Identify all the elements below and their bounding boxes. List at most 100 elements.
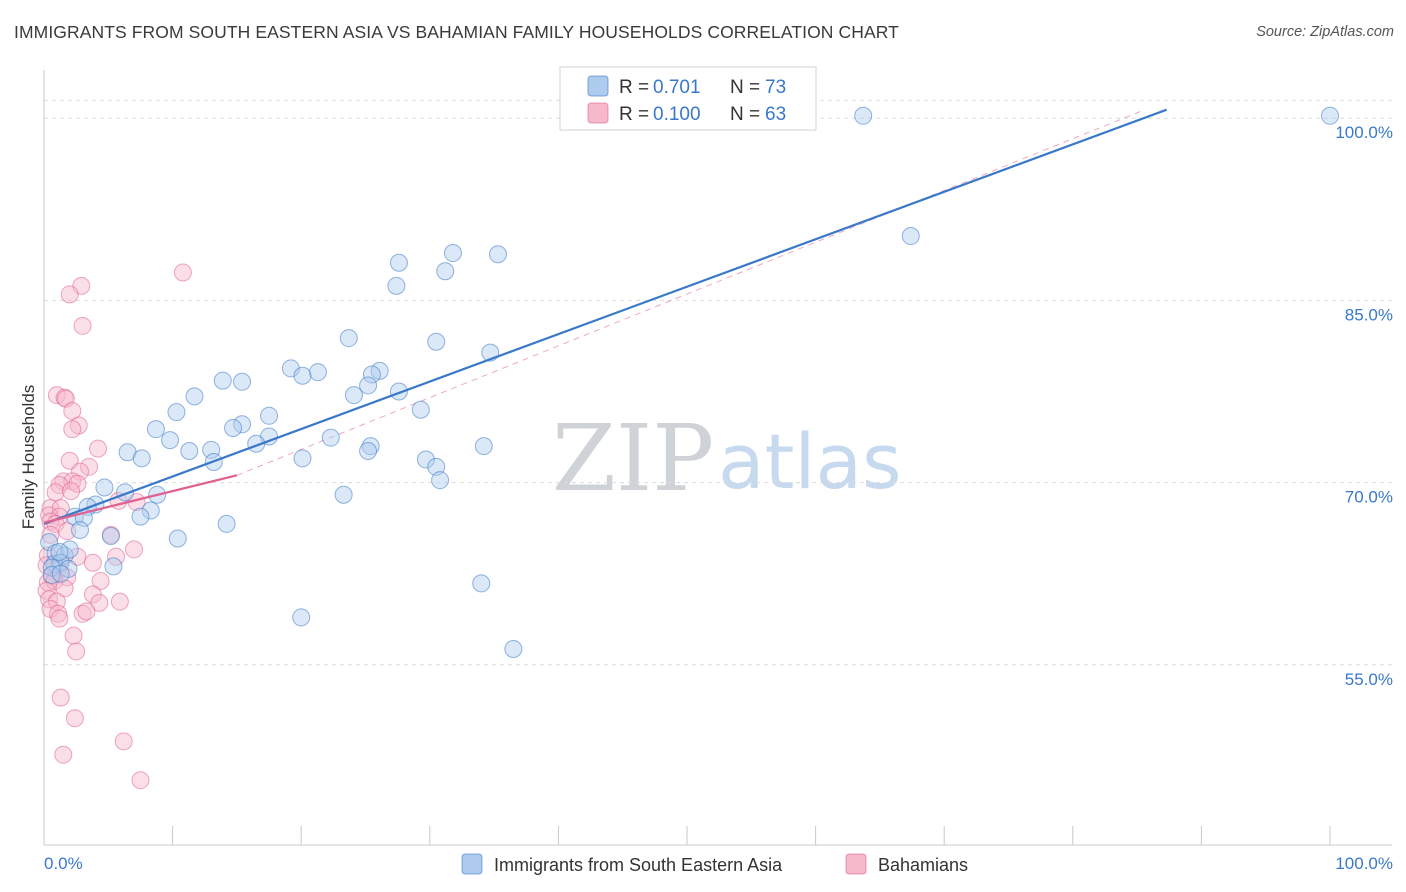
point-blue-34 bbox=[474, 437, 493, 456]
stats-legend: R = 0.701 N = 73 R = 0.100 N = 63 bbox=[559, 66, 817, 131]
point-pink-3 bbox=[73, 316, 92, 335]
trend-line-pink bbox=[43, 474, 238, 524]
series-legend-swatch-blue bbox=[461, 853, 483, 875]
point-blue-31 bbox=[161, 431, 180, 450]
y-tick-label-0: 55.0% bbox=[1345, 670, 1393, 689]
point-pink-29 bbox=[41, 525, 60, 544]
legend-swatch-blue bbox=[587, 75, 609, 97]
point-blue-56 bbox=[168, 529, 187, 548]
legend-swatch-pink bbox=[587, 102, 609, 124]
y-tick-label-3: 100.0% bbox=[1335, 123, 1393, 142]
x-tick-label-0: 0.0% bbox=[44, 854, 83, 873]
point-blue-23 bbox=[167, 403, 186, 422]
point-blue-70 bbox=[292, 608, 311, 627]
point-blue-14 bbox=[362, 365, 381, 384]
trend-lines bbox=[43, 108, 1168, 525]
legend-n-value-1: 73 bbox=[765, 77, 786, 98]
point-blue-67 bbox=[42, 565, 61, 584]
data-points bbox=[37, 106, 1339, 790]
point-blue-43 bbox=[431, 471, 450, 490]
point-blue-33 bbox=[359, 442, 378, 461]
axes bbox=[43, 70, 1392, 846]
point-blue-44 bbox=[95, 478, 114, 497]
point-blue-17 bbox=[233, 372, 252, 391]
chart-title: IMMIGRANTS FROM SOUTH EASTERN ASIA VS BA… bbox=[14, 22, 899, 42]
point-blue-42 bbox=[427, 457, 446, 476]
point-pink-19 bbox=[62, 482, 81, 501]
point-blue-2 bbox=[901, 227, 920, 246]
legend-r-value-2: 0.100 bbox=[653, 104, 701, 125]
point-pink-31 bbox=[125, 540, 144, 559]
point-blue-8 bbox=[339, 329, 358, 348]
series-legend-label-pink: Bahamians bbox=[878, 855, 968, 875]
point-pink-62 bbox=[77, 602, 96, 621]
point-blue-11 bbox=[281, 359, 300, 378]
point-blue-47 bbox=[334, 485, 353, 504]
point-blue-27 bbox=[146, 420, 165, 439]
point-blue-29 bbox=[321, 428, 340, 447]
point-blue-32 bbox=[361, 437, 380, 456]
point-blue-72 bbox=[50, 542, 69, 561]
watermark-zip: ZIP bbox=[552, 405, 714, 512]
point-blue-1 bbox=[1321, 106, 1339, 125]
point-blue-53 bbox=[131, 507, 150, 526]
point-blue-18 bbox=[359, 376, 378, 395]
point-blue-66 bbox=[104, 557, 123, 576]
trend-dashed bbox=[236, 109, 1146, 476]
point-blue-61 bbox=[60, 540, 79, 559]
point-pink-55 bbox=[64, 626, 83, 645]
point-blue-69 bbox=[472, 574, 491, 593]
point-blue-12 bbox=[308, 363, 327, 382]
point-blue-68 bbox=[51, 564, 70, 583]
point-pink-58 bbox=[65, 709, 84, 728]
point-pink-59 bbox=[114, 732, 133, 751]
point-pink-12 bbox=[80, 457, 99, 476]
point-blue-40 bbox=[416, 450, 435, 469]
point-pink-9 bbox=[63, 420, 82, 439]
point-pink-2 bbox=[60, 285, 79, 304]
point-blue-4 bbox=[488, 245, 507, 264]
legend-n-value-2: 63 bbox=[765, 104, 786, 125]
point-pink-43 bbox=[91, 571, 110, 590]
point-pink-0 bbox=[173, 263, 192, 282]
point-pink-60 bbox=[54, 745, 73, 764]
point-pink-17 bbox=[68, 474, 87, 493]
y-tick-label-1: 70.0% bbox=[1345, 488, 1393, 507]
legend-n-label-2: N = bbox=[730, 104, 760, 125]
point-blue-7 bbox=[387, 276, 406, 295]
point-pink-49 bbox=[90, 593, 109, 612]
point-blue-16 bbox=[213, 371, 232, 390]
point-pink-45 bbox=[55, 579, 74, 598]
point-pink-11 bbox=[60, 451, 79, 470]
watermark: ZIP atlas bbox=[552, 405, 902, 512]
source-label: Source: ZipAtlas.com bbox=[1256, 24, 1394, 40]
point-blue-38 bbox=[132, 449, 151, 468]
legend-n-label-1: N = bbox=[730, 77, 760, 98]
point-blue-71 bbox=[504, 640, 523, 659]
point-blue-22 bbox=[411, 400, 430, 419]
watermark-atlas: atlas bbox=[718, 417, 902, 506]
trend-pink-extension bbox=[236, 109, 1146, 476]
legend-r-label-2: R = bbox=[619, 104, 649, 125]
legend-r-label-1: R = bbox=[619, 77, 649, 98]
point-pink-57 bbox=[51, 688, 70, 707]
point-blue-24 bbox=[260, 406, 279, 425]
point-blue-25 bbox=[233, 415, 252, 434]
x-tick-label-1: 100.0% bbox=[1335, 854, 1393, 873]
point-pink-33 bbox=[68, 547, 87, 566]
point-blue-26 bbox=[224, 418, 243, 437]
point-blue-20 bbox=[344, 386, 363, 405]
point-blue-5 bbox=[389, 253, 408, 272]
y-axis-title: Family Households bbox=[19, 385, 38, 530]
point-pink-50 bbox=[110, 592, 129, 611]
point-blue-36 bbox=[180, 442, 199, 461]
point-pink-10 bbox=[89, 439, 108, 458]
point-pink-37 bbox=[83, 553, 102, 572]
trend-line-blue bbox=[43, 108, 1168, 525]
legend-r-value-1: 0.701 bbox=[653, 77, 701, 98]
series-legend: Immigrants from South Eastern Asia Baham… bbox=[461, 853, 968, 875]
point-blue-19 bbox=[389, 382, 408, 401]
y-axis-label: Family Households bbox=[19, 385, 38, 530]
point-blue-3 bbox=[443, 244, 462, 263]
